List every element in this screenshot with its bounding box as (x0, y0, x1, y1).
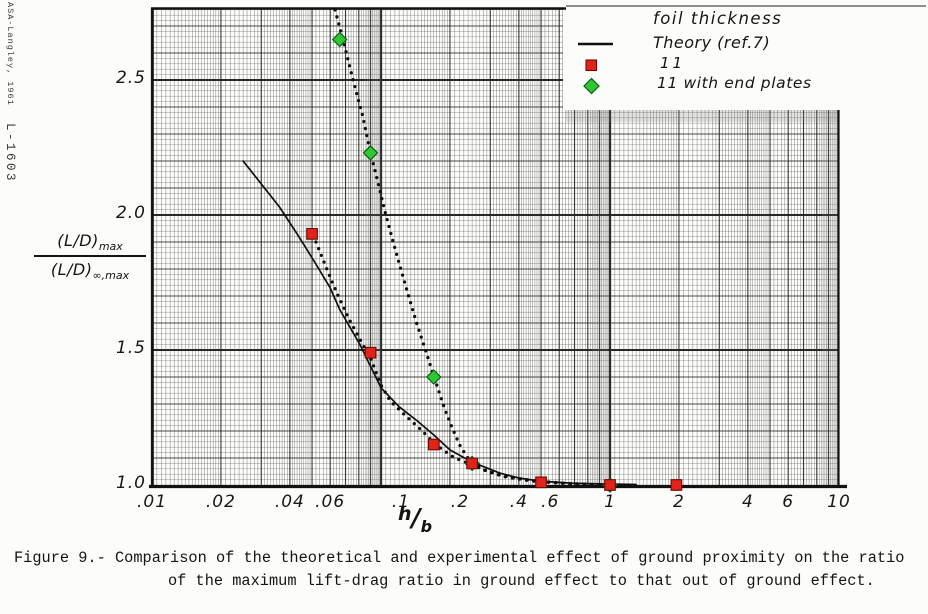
y-tick-label: 2.5 (115, 68, 146, 88)
legend-patch (563, 0, 928, 110)
legend-item-foil-label: 11 (660, 54, 686, 72)
figure-caption-line2: of the maximum lift-drag ratio in ground… (168, 572, 875, 590)
margin-note-publisher: ASA-Langley, 1961 (5, 2, 15, 106)
data-point-red-square (306, 228, 318, 240)
figure-caption-line1: Figure 9.- Comparison of the theoretical… (14, 549, 905, 567)
legend-item-theory-label: Theory (ref.7) (653, 33, 771, 52)
x-tick-label: 4 (741, 492, 754, 512)
y-num-text: (L/D) (57, 231, 99, 250)
data-point-red-square (427, 438, 440, 451)
legend-item-endplates-label: 11 with end plates (657, 74, 812, 92)
x-label-slash: / (411, 503, 421, 532)
x-axis-label: h/b (398, 503, 432, 536)
x-tick-label: .2 (450, 492, 470, 512)
grid-lines (150, 8, 839, 485)
y-tick-label: 1.5 (115, 338, 146, 358)
x-tick-label: 10 (827, 492, 851, 512)
y-tick-label: 1.0 (115, 473, 146, 493)
data-point-red-square (670, 479, 683, 491)
data-point-red-square (466, 457, 478, 470)
scan-smudge (822, 8, 838, 485)
y-axis-label: (L/D)max (L/D)∞,max (34, 231, 146, 282)
x-label-b: b (420, 517, 433, 536)
y-den-text: (L/D) (50, 260, 93, 279)
x-tick-label: .1 (391, 492, 411, 512)
fraction-bar (34, 255, 146, 257)
x-label-h: h (398, 503, 412, 525)
y-tick-label: 2.0 (115, 203, 146, 223)
y-axis-denominator: (L/D)∞,max (34, 260, 146, 282)
legend-title: foil thickness (653, 9, 783, 28)
scan-smudge (592, 8, 608, 485)
red-square-markers (306, 228, 683, 491)
x-tick-label: .01 (136, 492, 168, 512)
y-den-subscript: ∞,max (92, 269, 130, 282)
x-tick-label: 1 (604, 492, 616, 512)
data-point-red-square (364, 346, 377, 359)
legend-green-diamond-icon (583, 77, 600, 95)
data-point-green-diamond (425, 369, 442, 385)
margin-note-report-id: L-1603 (3, 122, 17, 183)
x-tick-label: .06 (315, 492, 346, 512)
scan-smudge (365, 8, 381, 485)
x-tick-label: .6 (541, 492, 560, 512)
data-point-green-diamond (331, 31, 348, 48)
data-point-red-square (535, 476, 547, 489)
x-tick-label: 6 (782, 492, 795, 512)
x-tick-label: .4 (509, 492, 528, 512)
margin-note: ASA-Langley, 1961 L-1603 (1, 2, 20, 183)
x-tick-label: .02 (205, 492, 236, 512)
scan-smudge-horizontal (566, 110, 839, 122)
x-tick-label: 2 (673, 492, 685, 512)
y-axis-numerator: (L/D)max (34, 231, 146, 253)
data-point-green-diamond (362, 145, 379, 161)
x-tick-label: .04 (274, 492, 305, 512)
y-num-subscript: max (98, 240, 123, 253)
data-point-red-square (604, 479, 616, 491)
legend-red-square-icon (585, 59, 598, 72)
